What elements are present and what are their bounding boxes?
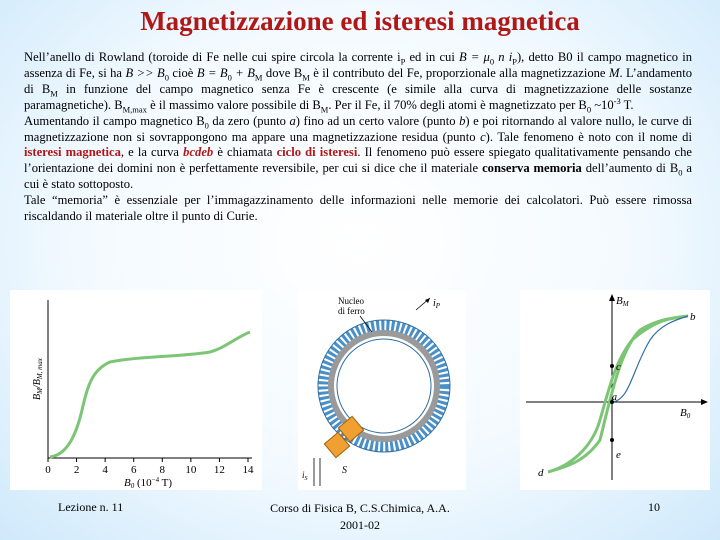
axis-label-B0: B0 — [680, 407, 691, 420]
toroid-coil — [318, 320, 450, 452]
point-c: c — [616, 361, 621, 373]
label-is: iS — [302, 470, 308, 482]
hysteresis-loop — [547, 314, 689, 474]
x-tick-label: 12 — [214, 464, 225, 476]
hysteresis-loop-figure: BM B0 b c a e d — [520, 290, 710, 490]
axis-label-BM: BM — [616, 295, 630, 308]
term-bcdeb: bcdeb — [183, 145, 214, 160]
paragraph-hysteresis: Aumentando il campo magnetico B0 da zero… — [24, 113, 693, 192]
point-d: d — [538, 467, 544, 479]
secondary-coil-1 — [337, 415, 365, 443]
rowland-ring-figure: Nucleo di ferro iP S iS — [298, 290, 466, 490]
core-label: Nucleo — [338, 296, 364, 306]
x-tick-label: 0 — [45, 464, 51, 476]
core-label-2: di ferro — [338, 306, 365, 316]
term-ciclo-di-isteresi: ciclo di isteresi — [276, 145, 358, 160]
paragraph-rowland: Nell’anello di Rowland (toroide di Fe ne… — [24, 50, 693, 115]
y-axis-label: BM/BM, max — [32, 357, 44, 400]
paragraph-memory: Tale “memoria” è essenziale per l’immaga… — [24, 193, 692, 224]
footer-lecture: Lezione n. 11 — [58, 500, 124, 514]
secondary-coil-2 — [323, 431, 351, 459]
label-S: S — [342, 465, 347, 476]
label-ip: iP — [433, 298, 441, 310]
x-axis-label: B0 (10−4 T) — [124, 476, 172, 490]
footer-page-number: 10 — [648, 500, 660, 514]
x-tick-label: 10 — [185, 464, 197, 476]
x-tick-label: 14 — [243, 464, 255, 476]
x-tick-label: 8 — [160, 464, 166, 476]
iron-core — [328, 330, 440, 442]
term-conserva-memoria: conserva memoria — [482, 161, 582, 176]
body-text: Nell’anello di Rowland (toroide di Fe ne… — [24, 50, 692, 225]
footer-course: Corso di Fisica B, C.S.Chimica, A.A. 200… — [270, 501, 450, 532]
point-a: a — [612, 392, 617, 403]
x-tick-label: 2 — [74, 464, 80, 476]
point-e: e — [616, 449, 621, 461]
point-b: b — [690, 311, 696, 323]
x-tick-label: 4 — [102, 464, 108, 476]
magnetization-curve-figure: 0 2 4 6 8 10 12 14 BM/BM, max B0 (10−4 T) — [10, 290, 262, 490]
virgin-curve — [611, 315, 689, 403]
slide-title: Magnetizzazione ed isteresi magnetica — [140, 6, 580, 36]
x-tick-label: 6 — [131, 464, 137, 476]
magnetization-curve — [49, 330, 251, 459]
term-isteresi-magnetica: isteresi magnetica — [24, 145, 121, 160]
